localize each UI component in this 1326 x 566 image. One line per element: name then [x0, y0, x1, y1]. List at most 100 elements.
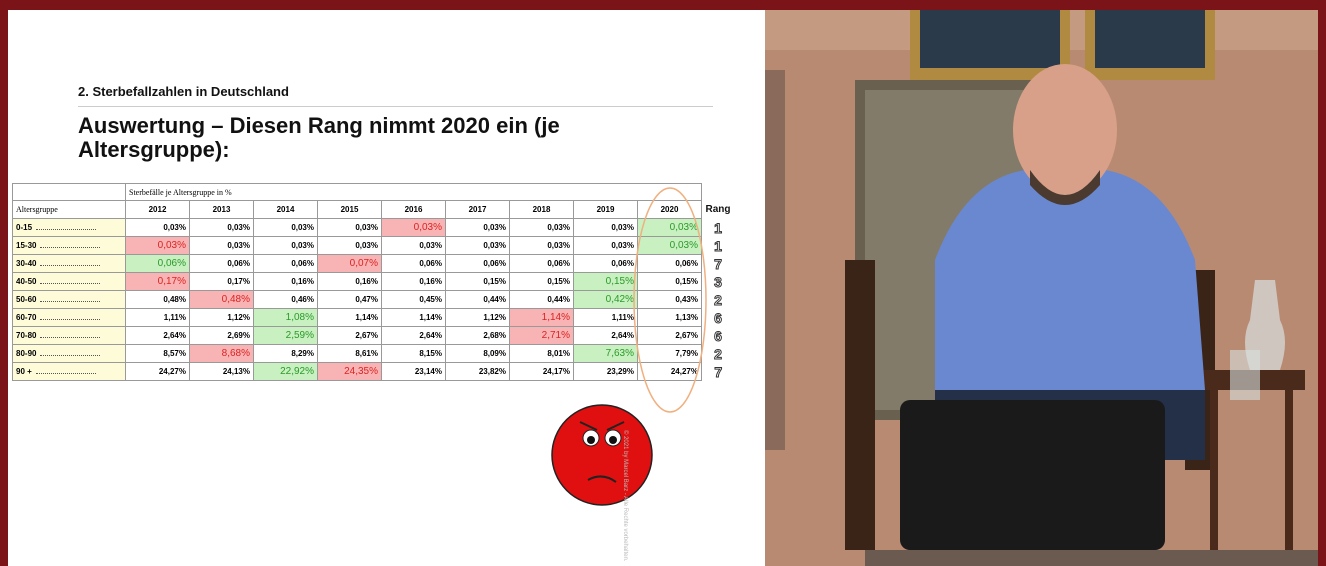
- value-cell: 23,82%: [446, 363, 510, 381]
- value-cell: 0,06%: [574, 255, 638, 273]
- value-cell: 0,44%: [510, 291, 574, 309]
- age-group: 50-60: [13, 291, 126, 309]
- value-cell: 1,13%: [638, 309, 702, 327]
- age-label: 80-90: [16, 349, 36, 358]
- value-cell: 0,48%: [190, 291, 254, 309]
- value-cell: 24,17%: [510, 363, 574, 381]
- age-group: 80-90: [13, 345, 126, 363]
- value-cell: 2,64%: [382, 327, 446, 345]
- value-cell: 0,03%: [446, 219, 510, 237]
- value-cell: 8,57%: [126, 345, 190, 363]
- value-cell: 0,16%: [254, 273, 318, 291]
- value-cell: 22,92%: [254, 363, 318, 381]
- value-cell: 0,45%: [382, 291, 446, 309]
- value-cell: 0,03%: [318, 237, 382, 255]
- value-cell: 1,08%: [254, 309, 318, 327]
- year-header: 2014: [254, 201, 318, 219]
- value-cell: 8,15%: [382, 345, 446, 363]
- leader-dots: [36, 373, 96, 374]
- value-cell: 8,68%: [190, 345, 254, 363]
- leader-dots: [40, 319, 100, 320]
- divider: [78, 106, 713, 107]
- value-cell: 0,15%: [574, 273, 638, 291]
- value-cell: 2,67%: [318, 327, 382, 345]
- leader-dots: [40, 247, 100, 248]
- value-cell: 0,42%: [574, 291, 638, 309]
- value-cell: 0,06%: [254, 255, 318, 273]
- value-cell: 0,03%: [638, 219, 702, 237]
- slide: 2. Sterbefallzahlen in Deutschland Auswe…: [8, 10, 765, 566]
- value-cell: 24,35%: [318, 363, 382, 381]
- age-group: 0-15: [13, 219, 126, 237]
- value-cell: 0,06%: [446, 255, 510, 273]
- blank-cell: [13, 184, 126, 201]
- value-cell: 1,12%: [446, 309, 510, 327]
- year-header: 2020: [638, 201, 702, 219]
- age-label: 70-80: [16, 331, 36, 340]
- table-row: 90 +24,27%24,13%22,92%24,35%23,14%23,82%…: [13, 363, 735, 381]
- leader-dots: [36, 229, 96, 230]
- age-group: 40-50: [13, 273, 126, 291]
- value-cell: 7,79%: [638, 345, 702, 363]
- value-cell: 2,67%: [638, 327, 702, 345]
- value-cell: 0,44%: [446, 291, 510, 309]
- slide-subtitle: 2. Sterbefallzahlen in Deutschland: [78, 84, 289, 99]
- watermark: © 2021 by Marcel Barz - Alle Rechte vorb…: [622, 430, 628, 562]
- value-cell: 0,03%: [126, 237, 190, 255]
- value-cell: 0,43%: [638, 291, 702, 309]
- value-cell: 8,29%: [254, 345, 318, 363]
- value-cell: 23,29%: [574, 363, 638, 381]
- value-cell: 0,03%: [638, 237, 702, 255]
- value-cell: 0,03%: [318, 219, 382, 237]
- value-cell: 0,06%: [510, 255, 574, 273]
- value-cell: 0,03%: [382, 219, 446, 237]
- value-cell: 23,14%: [382, 363, 446, 381]
- leader-dots: [40, 301, 100, 302]
- age-label: 30-40: [16, 259, 36, 268]
- value-cell: 0,03%: [126, 219, 190, 237]
- year-header: 2016: [382, 201, 446, 219]
- value-cell: 24,27%: [638, 363, 702, 381]
- value-cell: 1,11%: [126, 309, 190, 327]
- mortality-table: Sterbefälle je Altersgruppe in %Altersgr…: [12, 183, 735, 381]
- rank-cell: 6: [702, 327, 735, 345]
- value-cell: 8,61%: [318, 345, 382, 363]
- value-cell: 0,17%: [190, 273, 254, 291]
- presenter-video: [765, 10, 1318, 566]
- table-caption: Sterbefälle je Altersgruppe in %: [126, 184, 702, 201]
- caption-row: Sterbefälle je Altersgruppe in %: [13, 184, 735, 201]
- age-label: 90 +: [16, 367, 32, 376]
- value-cell: 24,27%: [126, 363, 190, 381]
- presenter-scene: [765, 10, 1318, 566]
- rank-cell: 7: [702, 255, 735, 273]
- column-header: Altersgruppe: [13, 201, 126, 219]
- age-label: 40-50: [16, 277, 36, 286]
- value-cell: 2,64%: [574, 327, 638, 345]
- value-cell: 0,03%: [574, 237, 638, 255]
- value-cell: 0,48%: [126, 291, 190, 309]
- rank-cell: 1: [702, 237, 735, 255]
- value-cell: 0,17%: [126, 273, 190, 291]
- angry-face: [552, 405, 652, 505]
- value-cell: 0,15%: [638, 273, 702, 291]
- value-cell: 0,03%: [574, 219, 638, 237]
- value-cell: 0,03%: [190, 219, 254, 237]
- slide-title: Auswertung – Diesen Rang nimmt 2020 ein …: [78, 114, 638, 162]
- rank-cell: 3: [702, 273, 735, 291]
- value-cell: 0,16%: [382, 273, 446, 291]
- value-cell: 0,03%: [446, 237, 510, 255]
- value-cell: 0,46%: [254, 291, 318, 309]
- rank-cell: 1: [702, 219, 735, 237]
- value-cell: 0,06%: [638, 255, 702, 273]
- rank-cell: 6: [702, 309, 735, 327]
- value-cell: 2,68%: [446, 327, 510, 345]
- age-label: 0-15: [16, 223, 32, 232]
- rank-cell: 2: [702, 291, 735, 309]
- age-group: 30-40: [13, 255, 126, 273]
